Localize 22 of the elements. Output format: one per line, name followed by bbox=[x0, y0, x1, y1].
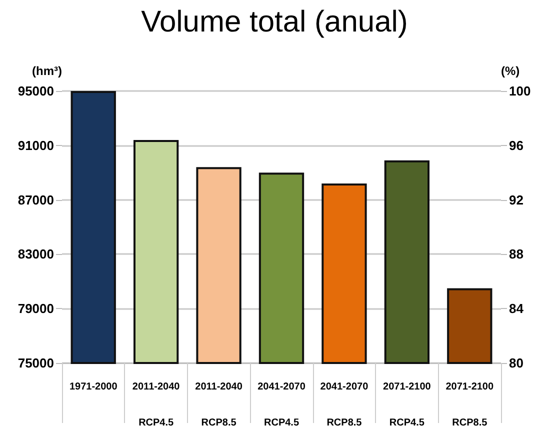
y-tick-label: 91000 bbox=[18, 138, 54, 153]
x-tick-label: 1971-2000 bbox=[69, 382, 118, 392]
y-tick-label: 87000 bbox=[18, 192, 54, 208]
y2-tick-label: 96 bbox=[509, 138, 524, 153]
chart-title: Volume total (anual) bbox=[141, 6, 408, 38]
y-axis-title: (hm³) bbox=[32, 64, 62, 78]
category-label: 2071-2100 RCP8.5 bbox=[446, 382, 494, 428]
category-label: 2071-2100 RCP4.5 bbox=[383, 382, 431, 428]
y-tick-label: 83000 bbox=[18, 246, 54, 262]
y2-tick-label: 84 bbox=[509, 301, 524, 316]
category-label: 2011-2040 RCP8.5 bbox=[195, 382, 242, 428]
y2-tick-label: 88 bbox=[509, 246, 524, 262]
y2-axis-title: (%) bbox=[501, 64, 520, 78]
category-label: 2041-2070 RCP4.5 bbox=[258, 382, 306, 428]
category-label: 2041-2070 RCP8.5 bbox=[320, 382, 368, 428]
y2-tick-label: 92 bbox=[509, 192, 524, 208]
y2-tick-label: 100 bbox=[509, 84, 531, 98]
y-tick-label: 79000 bbox=[18, 301, 54, 316]
y2-tick-label: 80 bbox=[509, 356, 524, 370]
category-label: 2011-2040 RCP4.5 bbox=[132, 382, 180, 428]
y-tick-label: 95000 bbox=[18, 84, 54, 98]
y-tick-label: 75000 bbox=[18, 356, 54, 370]
